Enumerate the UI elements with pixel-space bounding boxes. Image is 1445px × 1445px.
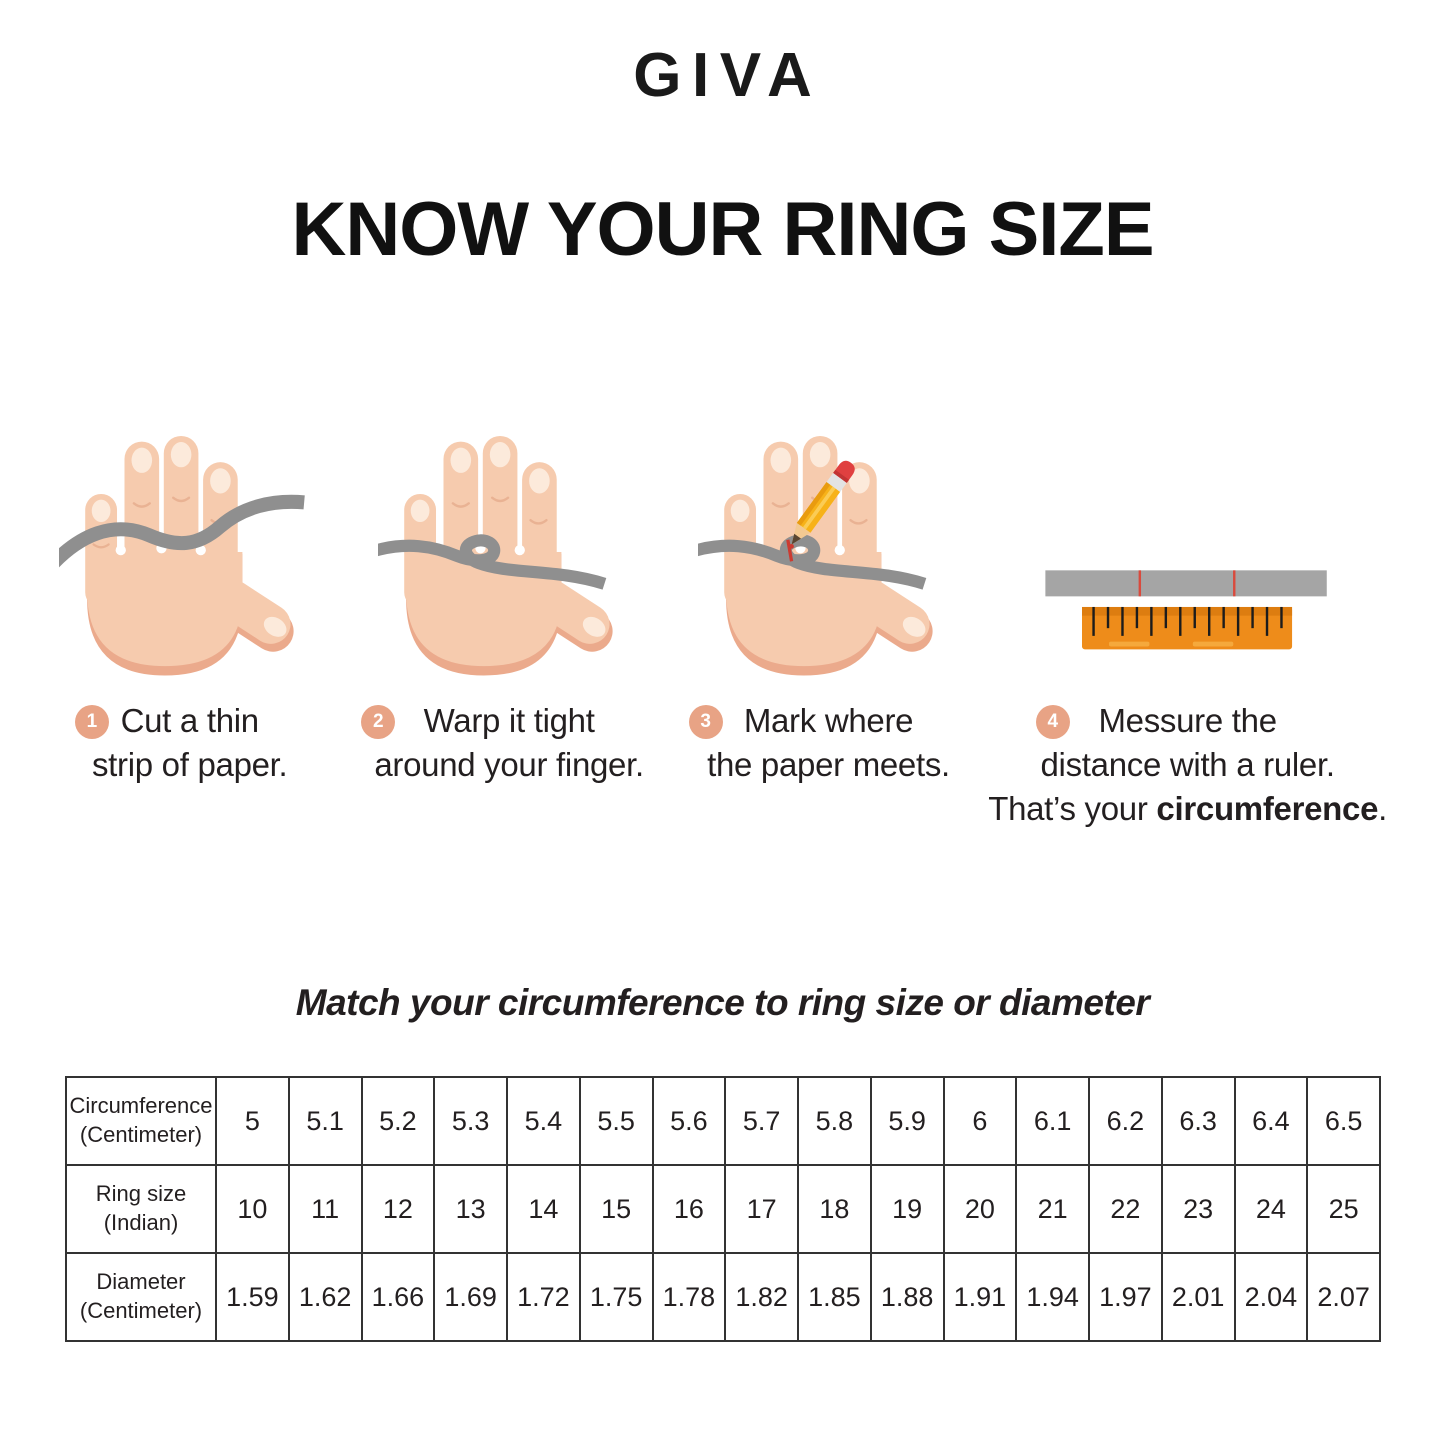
paper-ruler-icon [988,393,1387,695]
step-3: 3 Mark where the paper meets. [669,393,988,831]
table-cell: 5.6 [651,1076,727,1166]
hand-wrap-strip-icon [349,393,668,695]
table-cell: 19 [869,1164,945,1254]
steps-row: 1 Cut a thin strip of paper. 2 Warp it t… [30,393,1387,831]
table-cell: 18 [797,1164,872,1254]
table-cell: 6.3 [1160,1076,1236,1166]
table-cell: 1.66 [360,1252,436,1342]
page-title: KNOW YOUR RING SIZE [291,187,1154,272]
table-cell: 2.04 [1233,1252,1309,1342]
row-label: Diameter (Centimeter) [65,1252,217,1342]
step-caption: 4 Messure the distance with a ruler. Tha… [988,699,1387,831]
table-cell: 11 [287,1164,363,1254]
table-row: Ring size (Indian) 10 11 12 13 14 15 16 17 18 19 20 2… [65,1164,1381,1254]
table-cell: 6.2 [1088,1076,1163,1166]
table-cell: 6 [942,1076,1018,1166]
table-cell: 25 [1306,1164,1381,1254]
table-cell: 1.82 [724,1252,799,1342]
table-row: Diameter (Centimeter) 1.59 1.62 1.66 1.69 1.72… [65,1252,1381,1342]
table-cell: 1.78 [651,1252,727,1342]
table-cell: 1.69 [433,1252,508,1342]
table-cell: 22 [1088,1164,1163,1254]
hand-pencil-mark-icon [669,393,988,695]
table-cell: 1.62 [287,1252,363,1342]
step-text: Mark where [743,702,914,739]
table-cell: 14 [506,1164,581,1254]
table-cell: 5.9 [869,1076,945,1166]
table-cell: 1.85 [797,1252,872,1342]
table-cell: 21 [1015,1164,1090,1254]
row-label: Ring size (Indian) [65,1164,217,1254]
step-text: strip of paper. [91,745,288,783]
table-cell: 5.4 [506,1076,581,1166]
table-cell: 1.97 [1088,1252,1163,1342]
step-number-badge: 4 [1035,705,1070,739]
table-cell: 5.5 [578,1076,654,1166]
table-cell: 2.01 [1160,1252,1236,1342]
step-4: 4 Messure the distance with a ruler. Tha… [988,393,1387,831]
step-text: around your finger. [374,745,644,783]
step-text: Warp it tight [423,702,595,739]
table-cell: 6.4 [1233,1076,1309,1166]
table-cell: 10 [215,1164,290,1254]
table-cell: 1.75 [578,1252,654,1342]
table-cell: 12 [360,1164,436,1254]
step-text: the paper meets. [707,745,950,783]
table-cell: 5.2 [360,1076,436,1166]
table-cell: 23 [1160,1164,1236,1254]
table-cell: 6.5 [1306,1076,1381,1166]
step-number-badge: 1 [74,705,109,739]
hand-paper-strip-icon [30,393,349,695]
table-cell: 20 [942,1164,1018,1254]
table-cell: 5.8 [797,1076,872,1166]
table-cell: 5 [215,1076,290,1166]
step-caption: 3 Mark where the paper meets. [669,699,988,787]
table-cell: 16 [651,1164,727,1254]
step-text: Cut a thin [120,702,260,739]
table-cell: 5.7 [724,1076,799,1166]
table-cell: 24 [1233,1164,1309,1254]
step-caption: 2 Warp it tight around your finger. [349,699,668,787]
table-cell: 13 [433,1164,508,1254]
table-cell: 1.91 [942,1252,1018,1342]
step-text: Messure the [1098,702,1277,739]
table-cell: 17 [724,1164,799,1254]
step-caption: 1 Cut a thin strip of paper. [30,699,349,787]
table-cell: 1.72 [506,1252,581,1342]
step-2: 2 Warp it tight around your finger. [349,393,668,831]
ring-size-table: Circumference (Centimeter) 5 5.1 5.2 5.3 5.4 5.… [65,1076,1381,1342]
step-number-badge: 2 [361,705,396,739]
step-1: 1 Cut a thin strip of paper. [30,393,349,831]
table-cell: 1.94 [1015,1252,1090,1342]
table-row: Circumference (Centimeter) 5 5.1 5.2 5.3 5.4 5.… [65,1076,1381,1166]
table-cell: 1.88 [869,1252,945,1342]
table-cell: 2.07 [1306,1252,1381,1342]
brand-logo: GIVA [633,41,823,110]
match-heading: Match your circumference to ring size or… [295,982,1150,1023]
step-number-badge: 3 [688,705,723,739]
table-cell: 5.3 [433,1076,508,1166]
table-cell: 1.59 [215,1252,290,1342]
table-cell: 15 [578,1164,654,1254]
table-cell: 6.1 [1015,1076,1090,1166]
table-cell: 5.1 [287,1076,363,1166]
step-text: distance with a ruler. [1040,745,1336,783]
step-text: That’s your circumference. [988,789,1388,827]
row-label: Circumference (Centimeter) [65,1076,217,1166]
